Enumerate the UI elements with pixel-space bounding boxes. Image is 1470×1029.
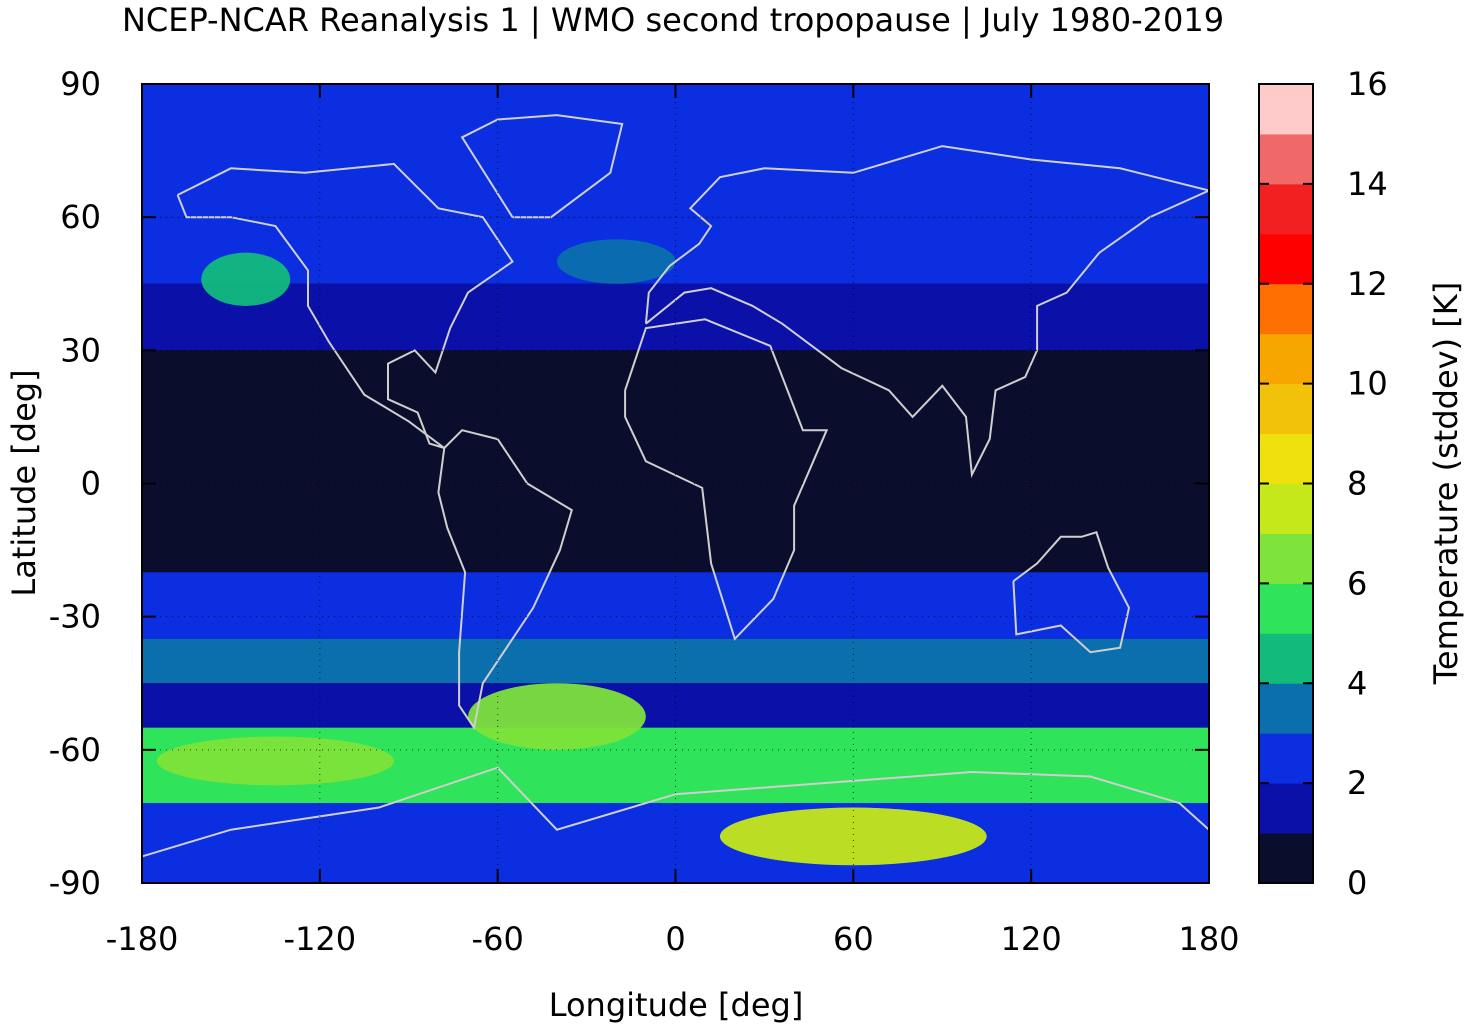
heatmap-highlight	[719, 807, 987, 866]
heatmap-highlight	[468, 683, 646, 750]
colorbar-segment	[1259, 683, 1313, 734]
y-tick-label: -60	[49, 731, 101, 769]
colorbar-segment	[1259, 433, 1313, 484]
y-tick-label: 0	[81, 465, 101, 503]
colorbar-tick-label: 8	[1347, 465, 1367, 503]
x-tick-label: 120	[1001, 920, 1062, 958]
y-tick-label: 30	[60, 331, 101, 369]
y-tick-label: 60	[60, 198, 101, 236]
coastline	[624, 318, 829, 641]
colorbar-segment	[1259, 133, 1313, 185]
colorbar-segment	[1259, 633, 1313, 684]
x-tick-label: -180	[106, 920, 179, 958]
colorbar-segment	[1259, 483, 1313, 534]
heatmap-band	[142, 350, 1209, 573]
colorbar-label: Temperature (stddev) [K]	[1427, 282, 1465, 685]
x-tick-label: -60	[472, 920, 524, 958]
colorbar-segment	[1259, 533, 1313, 584]
coastline	[141, 766, 1210, 858]
colorbar-segment	[1259, 583, 1313, 634]
heatmap-band	[142, 217, 1209, 284]
y-tick-label: 90	[60, 65, 101, 103]
colorbar-tick-label: 14	[1347, 165, 1388, 203]
y-tick-label: -30	[49, 598, 101, 636]
x-axis-ticks: -180 -120 -60 0 60 120 180	[106, 84, 1240, 958]
colorbar-segment	[1259, 333, 1313, 385]
y-axis-label: Latitude [deg]	[5, 369, 43, 596]
coastline	[437, 429, 573, 731]
colorbar-segment	[1259, 733, 1313, 784]
y-axis-ticks: 90 60 30 0 -30 -60 -90	[49, 65, 1209, 902]
coastline	[176, 162, 514, 449]
colorbar-ticks: 16 14 12 10 8 6 4 2 0	[1259, 65, 1388, 902]
heatmap-highlight	[156, 736, 394, 786]
x-axis-label: Longitude [deg]	[549, 986, 804, 1024]
x-tick-label: 180	[1178, 920, 1239, 958]
chart-title: NCEP-NCAR Reanalysis 1 | WMO second trop…	[122, 1, 1224, 39]
colorbar	[1258, 83, 1314, 884]
colorbar-segment	[1259, 183, 1313, 235]
colorbar-tick-label: 0	[1347, 864, 1367, 902]
heatmap-band	[142, 283, 1209, 351]
x-tick-label: -120	[284, 920, 357, 958]
colorbar-segment	[1259, 383, 1313, 435]
colorbar-segment	[1259, 84, 1313, 135]
colorbar-segment	[1259, 283, 1313, 335]
x-tick-label: 0	[665, 920, 685, 958]
heatmap-highlight	[201, 252, 291, 306]
coastline	[1012, 531, 1131, 654]
coastlines	[141, 114, 1213, 858]
x-tick-label: 60	[833, 920, 874, 958]
coastline	[644, 145, 1213, 479]
coastline	[460, 114, 624, 219]
colorbar-tick-label: 6	[1347, 564, 1367, 602]
colorbar-tick-label: 2	[1347, 764, 1367, 802]
colorbar-segment	[1259, 833, 1313, 884]
colorbar-segment	[1259, 783, 1313, 834]
y-tick-label: -90	[49, 864, 101, 902]
colorbar-tick-label: 12	[1347, 265, 1388, 303]
colorbar-segment	[1259, 233, 1313, 285]
heatmap-highlight	[556, 239, 676, 284]
colorbar-tick-label: 4	[1347, 664, 1367, 702]
colorbar-tick-label: 10	[1347, 365, 1388, 403]
heatmap-band	[142, 572, 1209, 639]
heatmap-band	[142, 638, 1209, 684]
colorbar-tick-label: 16	[1347, 65, 1388, 103]
